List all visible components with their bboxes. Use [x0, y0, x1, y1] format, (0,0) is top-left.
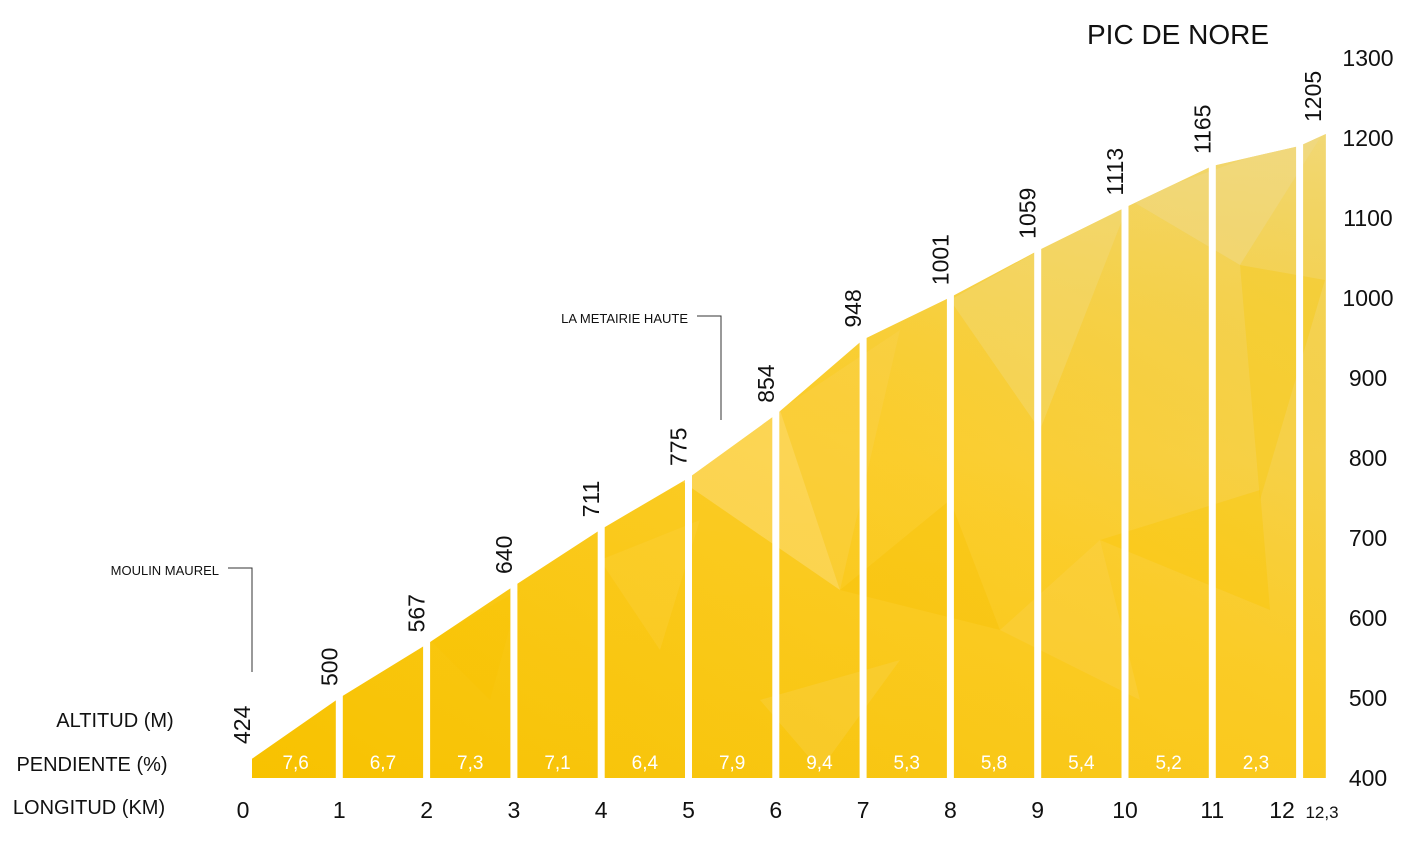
altitude-label: 1113: [1102, 148, 1128, 196]
gradient-label: 5,2: [1155, 753, 1181, 774]
km-label: 1: [333, 797, 346, 823]
y-tick-label: 500: [1349, 685, 1387, 711]
separator-km-3: [510, 580, 518, 780]
annotation-leader: [228, 567, 253, 672]
facet-5: [1240, 265, 1325, 500]
annotation-leader: [697, 315, 722, 420]
y-tick-label: 1000: [1342, 285, 1393, 311]
gradient-label: 5,8: [981, 753, 1007, 774]
separator-km-9: [1034, 244, 1042, 781]
distance-labels: 0 1 2 3 4 5 6 7 8 9 10 11 12 12,3: [237, 797, 1339, 823]
facet-6: [1100, 490, 1270, 610]
km-label: 12,3: [1305, 803, 1338, 822]
gradient-label: 2,3: [1243, 753, 1269, 774]
gradient-label: 9,4: [806, 753, 833, 774]
km-label: 8: [944, 797, 957, 823]
km-label: 5: [682, 797, 695, 823]
gradient-label: 7,6: [282, 753, 308, 774]
km-label: 11: [1200, 797, 1224, 823]
y-axis-ticks: 400 500 600 700 800 900 1000 1100 1200 1300: [1342, 45, 1393, 791]
gradient-label: 7,3: [457, 753, 483, 774]
altitude-label: 1165: [1189, 105, 1215, 154]
km-label: 2: [420, 797, 433, 823]
annotation-label: MOULIN MAUREL: [111, 563, 219, 578]
altitude-label: 711: [578, 481, 604, 518]
altitude-label: 567: [404, 594, 430, 632]
separator-km-6: [772, 408, 780, 780]
altitude-label: 1205: [1300, 71, 1326, 122]
y-tick-label: 1100: [1343, 205, 1392, 231]
km-label: 4: [595, 797, 608, 823]
facet-9: [1000, 540, 1140, 700]
facet-4: [1130, 134, 1325, 265]
km-label: 10: [1112, 797, 1138, 823]
gradient-label: 5,4: [1068, 753, 1095, 774]
altitude-label: 500: [316, 648, 342, 686]
y-tick-label: 1300: [1342, 45, 1393, 71]
row-label-distance: LONGITUD (KM): [13, 797, 165, 819]
y-tick-label: 600: [1349, 605, 1387, 631]
annotation-label: LA METAIRIE HAUTE: [561, 311, 688, 326]
chart-title: PIC DE NORE: [1087, 19, 1269, 50]
altitude-label: 424: [229, 705, 255, 744]
km-label: 9: [1031, 797, 1044, 823]
km-label: 0: [237, 797, 250, 823]
km-label: 7: [857, 797, 870, 823]
gradient-label: 7,1: [544, 753, 570, 774]
separator-km-1: [335, 692, 343, 780]
separator-km-8: [946, 291, 954, 780]
gradient-label: 5,3: [894, 753, 920, 774]
altitude-label: 640: [491, 536, 517, 574]
y-tick-label: 400: [1349, 765, 1387, 791]
separator-km-7: [859, 333, 867, 780]
y-tick-label: 1200: [1342, 125, 1393, 151]
altitude-label: 1059: [1015, 188, 1041, 239]
separator-km-4: [597, 523, 605, 780]
profile-area: [252, 134, 1326, 778]
row-label-gradient: PENDIENTE (%): [16, 754, 167, 776]
row-label-altitude: ALTITUD (M): [56, 710, 173, 732]
altitude-label: 1001: [927, 234, 953, 285]
gradient-label: 7,9: [719, 753, 745, 774]
facet-1: [780, 330, 900, 590]
gradient-label: 6,7: [370, 753, 396, 774]
facet-8: [430, 590, 520, 700]
profile-shading: [252, 134, 1326, 778]
separator-km-10: [1121, 201, 1129, 781]
separator-km-11: [1208, 160, 1216, 780]
facet-7: [600, 520, 700, 650]
y-tick-label: 800: [1349, 445, 1387, 471]
separator-km-12: [1296, 140, 1304, 780]
km-label: 6: [769, 797, 782, 823]
altitude-label: 948: [840, 289, 866, 327]
separator-km-5: [685, 472, 692, 780]
km-label: 12: [1269, 797, 1295, 823]
segment-separators: [335, 140, 1304, 781]
y-tick-label: 900: [1349, 365, 1387, 391]
altitude-labels: 424 500 567 640 711 775 854 948 1001 1059 1113 1165…: [229, 71, 1326, 744]
annotations: MOULIN MAUREL LA METAIRIE HAUTE: [111, 311, 722, 672]
gradient-label: 6,4: [632, 753, 659, 774]
y-tick-label: 700: [1349, 525, 1387, 551]
gradient-labels: 7,6 6,7 7,3 7,1 6,4 7,9 9,4 5,3 5,8 5,4 5,2 2,3: [282, 753, 1269, 774]
separator-km-2: [423, 638, 431, 780]
km-label: 3: [508, 797, 521, 823]
altitude-label: 854: [753, 364, 779, 403]
facet-2: [840, 500, 1000, 630]
altitude-label: 775: [666, 428, 692, 466]
